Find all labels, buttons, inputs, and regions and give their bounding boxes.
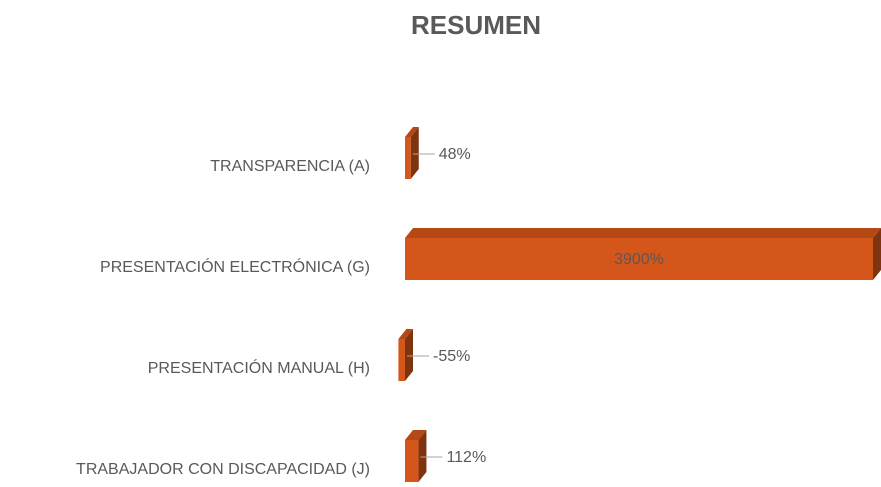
category-label: PRESENTACIÓN ELECTRÓNICA (G) [100,257,370,276]
data-label: 112% [446,449,486,466]
category-label: TRABAJADOR CON DISCAPACIDAD (J) [76,461,370,478]
category-label: TRANSPARENCIA (A) [210,158,370,175]
bar-top [405,430,427,440]
data-label: -55% [433,348,470,365]
bar-side [873,228,881,280]
category-label: PRESENTACIÓN MANUAL (H) [148,358,370,377]
data-label: 3900% [614,251,664,268]
bar-side [405,329,413,381]
bar-top [405,127,419,137]
data-label: 48% [439,146,471,163]
bar-side [418,430,427,482]
chart-title: RESUMEN [411,10,541,40]
bar-top [398,329,413,339]
bar [398,339,405,381]
bar [405,137,411,179]
bar [405,440,419,482]
bar-side [410,127,419,179]
bar-top [405,228,881,238]
bar [405,238,873,280]
